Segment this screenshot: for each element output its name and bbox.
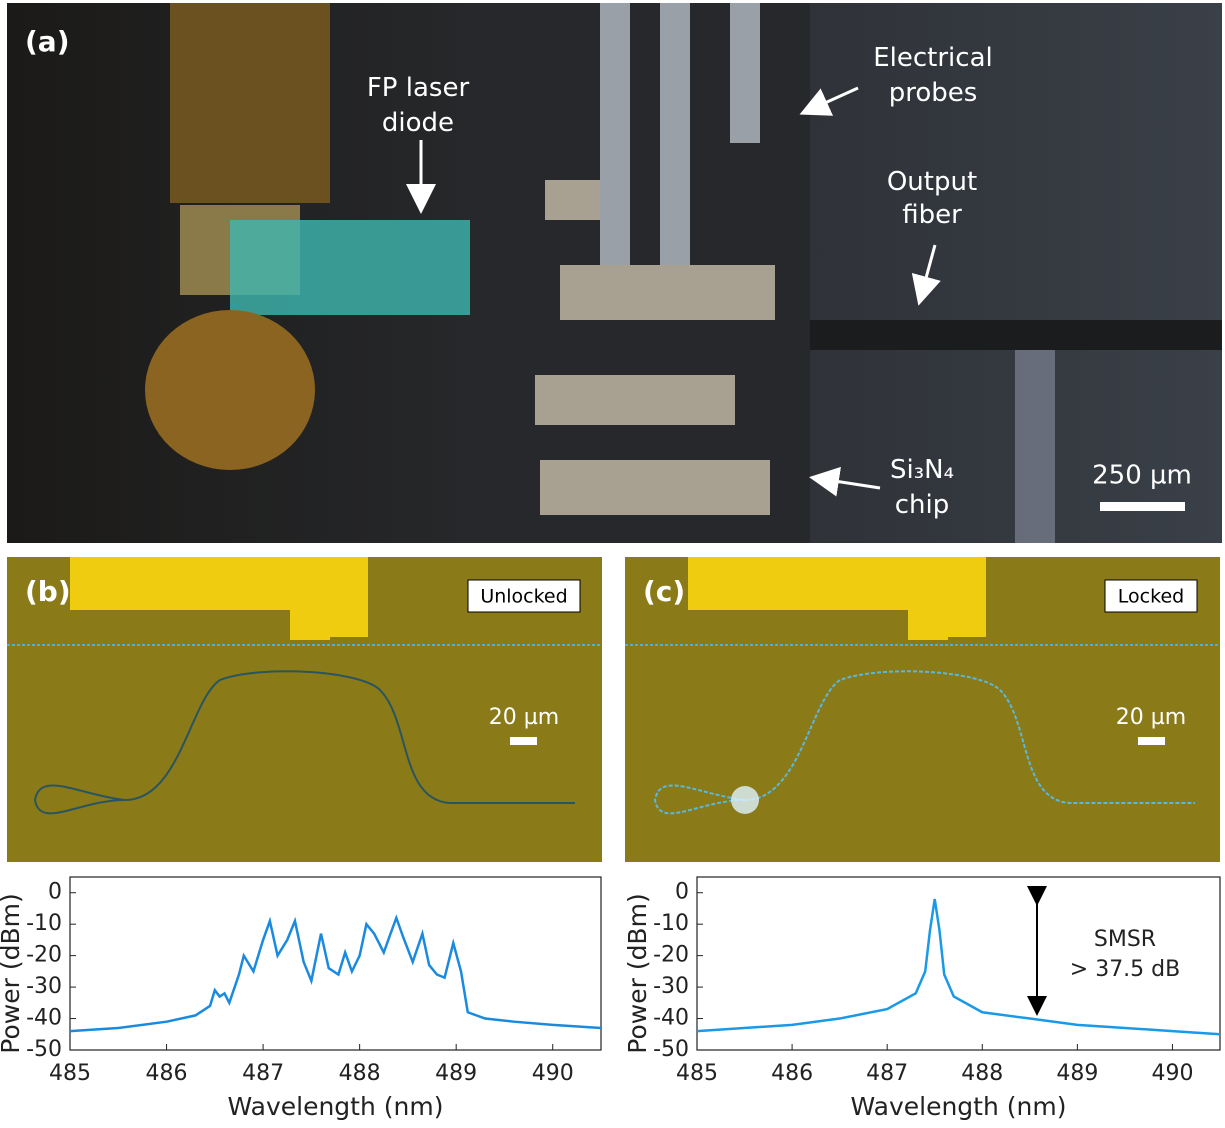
- x-tick-label: 490: [1151, 1061, 1193, 1086]
- x-tick-label: 489: [1056, 1061, 1098, 1086]
- panel-label: (b): [25, 575, 71, 608]
- photo-c: (c) Locked 20 µm: [625, 557, 1220, 862]
- annotation: SMSR: [1094, 927, 1156, 952]
- scale-bar-label: 250 µm: [1092, 461, 1192, 491]
- annotation-line: probes: [889, 78, 978, 108]
- y-tick-label: -20: [26, 943, 62, 968]
- y-tick-label: -20: [653, 943, 689, 968]
- figure: (a) FP laser diode Electrical probes Outpu…: [0, 0, 1225, 1128]
- annotation-line: chip: [895, 490, 950, 520]
- x-tick-label: 489: [435, 1061, 477, 1086]
- y-axis-title: Power (dBm): [0, 893, 25, 1053]
- x-tick-label: 488: [961, 1061, 1003, 1086]
- annotation-line: FP laser: [367, 73, 470, 103]
- y-tick-label: -10: [26, 911, 62, 936]
- y-tick-label: -10: [653, 911, 689, 936]
- x-tick-label: 487: [242, 1061, 284, 1086]
- scale-bar-label: 20 µm: [489, 705, 559, 730]
- x-tick-label: 487: [866, 1061, 908, 1086]
- y-tick-label: -50: [26, 1037, 62, 1062]
- y-tick-label: -40: [26, 1006, 62, 1031]
- y-tick-label: 0: [675, 880, 689, 905]
- x-tick-label: 488: [339, 1061, 381, 1086]
- photo-a: (a) FP laser diode Electrical probes Outpu…: [7, 3, 1222, 543]
- y-tick-label: 0: [48, 880, 62, 905]
- x-axis-title: Wavelength (nm): [228, 1092, 444, 1121]
- state-label: Unlocked: [480, 586, 567, 608]
- annotation-line: Si₃N₄: [890, 455, 954, 485]
- annotation-line: diode: [382, 108, 454, 138]
- x-tick-label: 486: [771, 1061, 813, 1086]
- x-axis-title: Wavelength (nm): [851, 1092, 1067, 1121]
- panel-label: (c): [643, 575, 685, 608]
- y-tick-label: -30: [26, 974, 62, 999]
- annotation-line: fiber: [902, 200, 962, 230]
- scale-bar-label: 20 µm: [1116, 705, 1186, 730]
- y-axis-title: Power (dBm): [623, 893, 652, 1053]
- annotation: > 37.5 dB: [1070, 957, 1180, 982]
- y-tick-label: -50: [653, 1037, 689, 1062]
- y-tick-label: -30: [653, 974, 689, 999]
- annotation-line: Output: [887, 167, 977, 197]
- x-tick-label: 486: [146, 1061, 188, 1086]
- x-tick-label: 490: [532, 1061, 574, 1086]
- y-tick-label: -40: [653, 1006, 689, 1031]
- state-label: Locked: [1118, 586, 1184, 608]
- panel-label: (a): [25, 25, 70, 58]
- photo-b: (b) Unlocked 20 µm: [7, 557, 602, 862]
- x-tick-label: 485: [49, 1061, 91, 1086]
- x-tick-label: 485: [676, 1061, 718, 1086]
- annotation-line: Electrical: [873, 43, 993, 73]
